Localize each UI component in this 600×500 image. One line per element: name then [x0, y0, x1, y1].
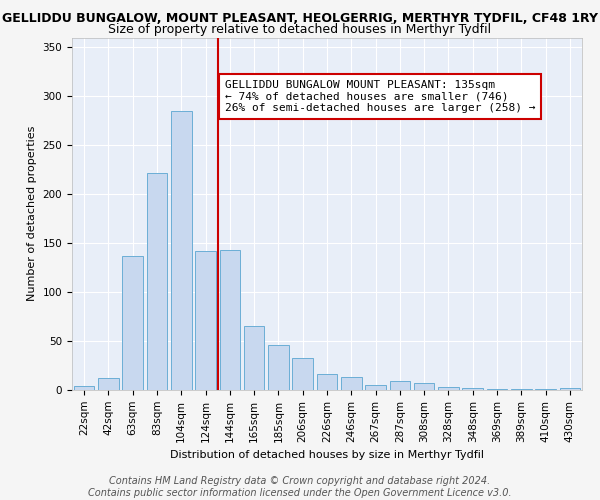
Bar: [122, 256, 143, 390]
Bar: [244, 326, 265, 390]
Bar: [389, 381, 410, 390]
Bar: [171, 111, 191, 390]
Bar: [268, 345, 289, 390]
Bar: [511, 389, 532, 390]
Text: Size of property relative to detached houses in Merthyr Tydfil: Size of property relative to detached ho…: [109, 22, 491, 36]
Bar: [220, 250, 240, 390]
Text: Contains HM Land Registry data © Crown copyright and database right 2024.
Contai: Contains HM Land Registry data © Crown c…: [88, 476, 512, 498]
Bar: [74, 386, 94, 390]
Bar: [487, 389, 508, 390]
Bar: [292, 358, 313, 390]
Bar: [195, 251, 216, 390]
Bar: [341, 378, 362, 390]
Bar: [98, 378, 119, 390]
Bar: [146, 172, 167, 390]
Y-axis label: Number of detached properties: Number of detached properties: [27, 126, 37, 302]
Bar: [414, 383, 434, 390]
Bar: [560, 388, 580, 390]
Bar: [463, 388, 483, 390]
Text: GELLIDDU BUNGALOW, MOUNT PLEASANT, HEOLGERRIG, MERTHYR TYDFIL, CF48 1RY: GELLIDDU BUNGALOW, MOUNT PLEASANT, HEOLG…: [2, 12, 598, 26]
Bar: [365, 385, 386, 390]
Bar: [317, 374, 337, 390]
X-axis label: Distribution of detached houses by size in Merthyr Tydfil: Distribution of detached houses by size …: [170, 450, 484, 460]
Bar: [438, 387, 459, 390]
Bar: [535, 389, 556, 390]
Text: GELLIDDU BUNGALOW MOUNT PLEASANT: 135sqm
← 74% of detached houses are smaller (7: GELLIDDU BUNGALOW MOUNT PLEASANT: 135sqm…: [225, 80, 536, 113]
